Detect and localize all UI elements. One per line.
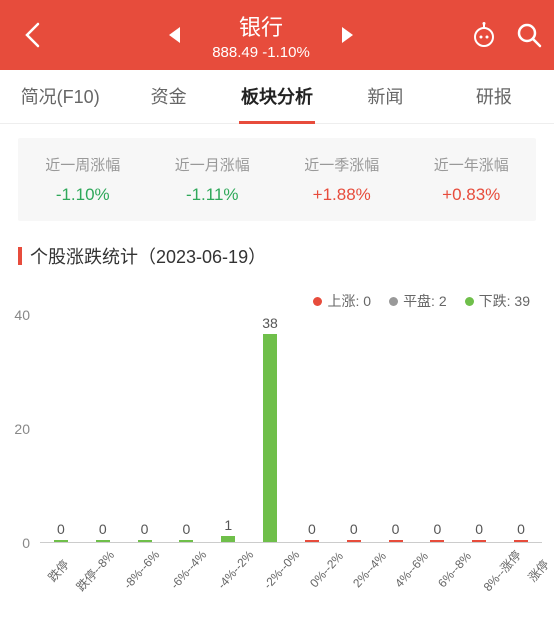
tab-item[interactable]: 资金 — [114, 70, 222, 124]
robot-icon[interactable] — [470, 22, 498, 48]
stat-item: 近一季涨幅 +1.88% — [277, 154, 407, 205]
bar-column: 1 — [207, 315, 249, 542]
bar — [514, 540, 528, 542]
stat-value: +0.83% — [407, 185, 537, 205]
bar — [472, 540, 486, 542]
bar-chart: 02040 0 0 0 0 1 38 0 0 0 0 0 0 跌停跌停--8%-8%--6%-6%--… — [0, 315, 554, 605]
stat-label: 近一年涨幅 — [407, 154, 537, 175]
tab-bar: 简况(F10)资金板块分析新闻研报 — [0, 70, 554, 124]
bar-value-label: 0 — [475, 521, 483, 537]
bar-column: 0 — [333, 315, 375, 542]
y-tick: 0 — [22, 535, 30, 551]
bar-value-label: 1 — [224, 517, 232, 533]
stat-value: -1.11% — [148, 185, 278, 205]
chart-legend: 上涨: 0 平盘: 2 下跌: 39 — [0, 277, 554, 315]
bar-column: 0 — [458, 315, 500, 542]
tab-item[interactable]: 板块分析 — [223, 70, 331, 124]
bar — [430, 540, 444, 542]
bar-value-label: 0 — [433, 521, 441, 537]
bar-column: 0 — [124, 315, 166, 542]
bar-column: 0 — [500, 315, 542, 542]
x-tick-label: 6%--8% — [435, 549, 489, 603]
x-tick-label: -6%--4% — [168, 548, 225, 605]
chart-plot: 0 0 0 0 1 38 0 0 0 0 0 0 — [40, 315, 542, 543]
x-tick-label: -4%--2% — [214, 548, 271, 605]
legend-item: 平盘: 2 — [389, 291, 447, 311]
bar-column: 0 — [40, 315, 82, 542]
legend-dot — [313, 297, 322, 306]
section-title: 个股涨跌统计（2023-06-19） — [0, 235, 554, 277]
stock-subtitle: 888.49 -1.10% — [212, 44, 310, 61]
bar-value-label: 0 — [517, 521, 525, 537]
bar-column: 0 — [82, 315, 124, 542]
stat-item: 近一周涨幅 -1.10% — [18, 154, 148, 205]
bar-value-label: 0 — [141, 521, 149, 537]
tab-item[interactable]: 简况(F10) — [6, 70, 114, 124]
stat-item: 近一年涨幅 +0.83% — [407, 154, 537, 205]
stock-title: 银行 — [212, 10, 310, 42]
app-header: 银行 888.49 -1.10% — [0, 0, 554, 70]
bar-value-label: 0 — [350, 521, 358, 537]
bar — [305, 540, 319, 542]
tab-item[interactable]: 研报 — [440, 70, 548, 124]
bar — [389, 540, 403, 542]
bar-value-label: 0 — [99, 521, 107, 537]
bar-value-label: 0 — [183, 521, 191, 537]
legend-label: 平盘: 2 — [403, 291, 447, 311]
legend-label: 下跌: 39 — [479, 291, 530, 311]
legend-item: 上涨: 0 — [313, 291, 371, 311]
legend-dot — [389, 297, 398, 306]
bar-value-label: 0 — [57, 521, 65, 537]
x-tick-label: -2%--0% — [261, 548, 318, 605]
stat-value: -1.10% — [18, 185, 148, 205]
bar — [179, 540, 193, 542]
bar-value-label: 0 — [308, 521, 316, 537]
legend-dot — [465, 297, 474, 306]
bar — [96, 540, 110, 542]
title-block: 银行 888.49 -1.10% — [212, 10, 310, 61]
stat-value: +1.88% — [277, 185, 407, 205]
back-icon[interactable] — [23, 21, 41, 49]
bar — [263, 334, 277, 542]
search-icon[interactable] — [516, 22, 542, 48]
y-tick: 20 — [14, 421, 30, 437]
bar-column: 0 — [165, 315, 207, 542]
stat-label: 近一季涨幅 — [277, 154, 407, 175]
bar — [221, 536, 235, 542]
x-axis: 跌停跌停--8%-8%--6%-6%--4%-4%--2%-2%--0%0%--… — [40, 543, 542, 599]
bar — [347, 540, 361, 542]
prev-icon[interactable] — [166, 25, 182, 45]
stat-label: 近一月涨幅 — [148, 154, 278, 175]
legend-item: 下跌: 39 — [465, 291, 530, 311]
x-tick-label: 跌停--8% — [72, 547, 130, 606]
bar — [138, 540, 152, 542]
y-axis: 02040 — [0, 315, 36, 543]
legend-label: 上涨: 0 — [327, 291, 371, 311]
stat-label: 近一周涨幅 — [18, 154, 148, 175]
bar-column: 0 — [291, 315, 333, 542]
bar-column: 0 — [416, 315, 458, 542]
bar-column: 0 — [375, 315, 417, 542]
y-tick: 40 — [14, 307, 30, 323]
tab-item[interactable]: 新闻 — [331, 70, 439, 124]
bar-value-label: 0 — [392, 521, 400, 537]
bar-value-label: 38 — [262, 315, 278, 331]
stats-row: 近一周涨幅 -1.10%近一月涨幅 -1.11% 近一季涨幅 +1.88%近一年涨幅 +0… — [18, 138, 536, 221]
next-icon[interactable] — [340, 25, 356, 45]
bar-column: 38 — [249, 315, 291, 542]
stat-item: 近一月涨幅 -1.11% — [148, 154, 278, 205]
x-tick-label: -8%--6% — [121, 548, 178, 605]
bar — [54, 540, 68, 542]
